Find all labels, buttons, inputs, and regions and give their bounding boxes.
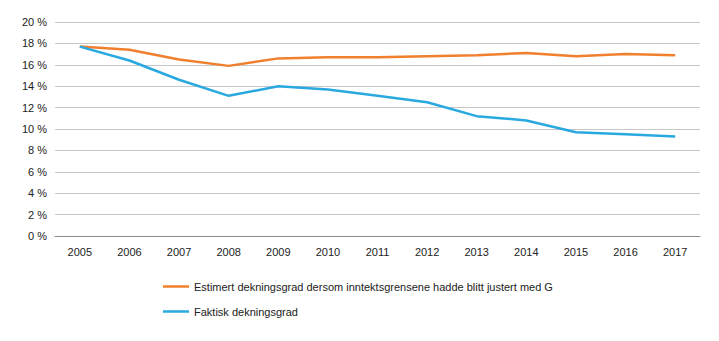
- svg-text:20 %: 20 %: [22, 16, 47, 28]
- svg-text:Estimert dekningsgrad dersom i: Estimert dekningsgrad dersom inntektsgre…: [194, 281, 553, 293]
- svg-text:Faktisk dekningsgrad: Faktisk dekningsgrad: [194, 306, 298, 318]
- svg-text:2006: 2006: [117, 246, 141, 258]
- svg-text:2016: 2016: [613, 246, 637, 258]
- svg-text:2013: 2013: [464, 246, 488, 258]
- svg-text:2017: 2017: [663, 246, 687, 258]
- svg-text:12 %: 12 %: [22, 102, 47, 114]
- svg-text:2007: 2007: [167, 246, 191, 258]
- svg-text:2010: 2010: [316, 246, 340, 258]
- svg-text:2009: 2009: [266, 246, 290, 258]
- svg-text:6 %: 6 %: [28, 166, 47, 178]
- svg-text:2 %: 2 %: [28, 209, 47, 221]
- svg-text:2005: 2005: [68, 246, 92, 258]
- svg-text:8 %: 8 %: [28, 144, 47, 156]
- svg-text:16 %: 16 %: [22, 59, 47, 71]
- svg-text:14 %: 14 %: [22, 80, 47, 92]
- svg-text:2015: 2015: [564, 246, 588, 258]
- svg-text:2012: 2012: [415, 246, 439, 258]
- svg-text:10 %: 10 %: [22, 123, 47, 135]
- svg-text:2014: 2014: [514, 246, 538, 258]
- svg-text:2011: 2011: [366, 246, 390, 258]
- svg-text:18 %: 18 %: [22, 37, 47, 49]
- svg-text:4 %: 4 %: [28, 187, 47, 199]
- svg-text:2008: 2008: [216, 246, 240, 258]
- svg-text:0 %: 0 %: [28, 230, 47, 242]
